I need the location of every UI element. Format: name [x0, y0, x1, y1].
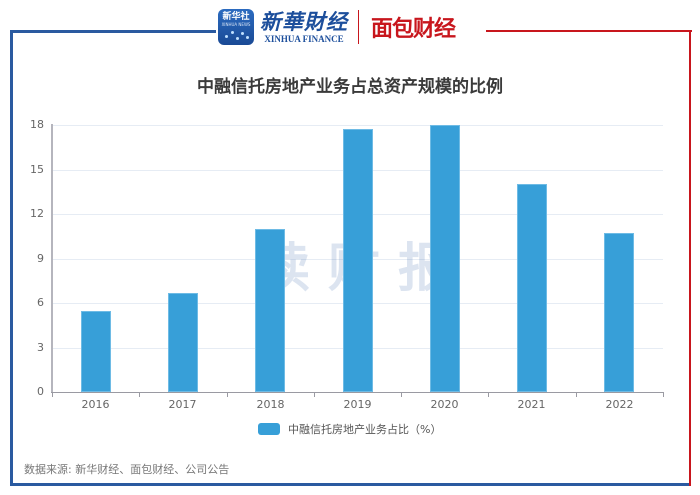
- y-tick-label: 15: [30, 163, 44, 176]
- x-axis-tick: [576, 392, 577, 397]
- y-tick-label: 9: [37, 252, 44, 265]
- y-tick-label: 6: [37, 296, 44, 309]
- xinhua-finance-logo: 新華財经 XINHUA FINANCE: [260, 9, 348, 45]
- x-axis-tick: [488, 392, 489, 397]
- xinhua-app-logo-subtext: XINHUA NEWS: [221, 22, 251, 27]
- x-tick-label: 2018: [256, 398, 285, 411]
- y-tick-label: 12: [30, 207, 44, 220]
- xinhua-finance-logo-cn: 新華財经: [260, 9, 348, 34]
- mianbao-finance-logo: 面包财经: [371, 17, 456, 42]
- y-tick-label: 18: [30, 118, 44, 131]
- legend-label: 中融信托房地产业务占比（%）: [288, 423, 442, 436]
- x-axis-tick: [52, 392, 53, 397]
- y-tick-label: 0: [37, 385, 44, 398]
- header-logos: 新华社 XINHUA NEWS 新華財经 XINHUA FINANCE 面包财经: [218, 5, 484, 49]
- legend-swatch: [258, 423, 280, 435]
- logo-divider: [358, 10, 359, 44]
- x-axis-tick: [401, 392, 402, 397]
- x-tick-label: 2022: [605, 398, 634, 411]
- x-tick-label: 2016: [81, 398, 110, 411]
- bar-2017: [168, 293, 198, 392]
- x-axis-tick: [663, 392, 664, 397]
- x-axis-line: [51, 392, 664, 393]
- gridline: [52, 125, 663, 126]
- x-axis-tick: [139, 392, 140, 397]
- x-axis-tick: [314, 392, 315, 397]
- bar-2019: [343, 129, 373, 392]
- bar-2018: [255, 229, 285, 392]
- bar-2016: [81, 311, 111, 392]
- data-source-note: 数据来源: 新华财经、面包财经、公司公告: [24, 463, 230, 476]
- y-axis-line: [51, 124, 53, 393]
- x-tick-label: 2019: [343, 398, 372, 411]
- bar-2022: [604, 233, 634, 392]
- x-axis-tick: [227, 392, 228, 397]
- x-tick-label: 2020: [430, 398, 459, 411]
- chart-title: 中融信托房地产业务占总资产规模的比例: [197, 77, 503, 97]
- xinhua-app-logo-text: 新华社: [222, 12, 250, 22]
- frame-top-right-border: [486, 30, 692, 32]
- frame-left-border: [10, 30, 13, 486]
- x-tick-label: 2017: [168, 398, 197, 411]
- network-dots-icon: [223, 29, 249, 41]
- frame-right-border: [689, 30, 691, 486]
- bar-2021: [517, 184, 547, 392]
- bar-2020: [430, 125, 460, 392]
- frame-top-left-border: [10, 30, 216, 33]
- chart-legend: 中融信托房地产业务占比（%）: [258, 421, 441, 437]
- x-tick-label: 2021: [517, 398, 546, 411]
- xinhua-news-app-logo: 新华社 XINHUA NEWS: [218, 9, 254, 45]
- frame-bottom-border: [10, 483, 690, 486]
- y-tick-label: 3: [37, 341, 44, 354]
- xinhua-finance-logo-en: XINHUA FINANCE: [264, 34, 344, 44]
